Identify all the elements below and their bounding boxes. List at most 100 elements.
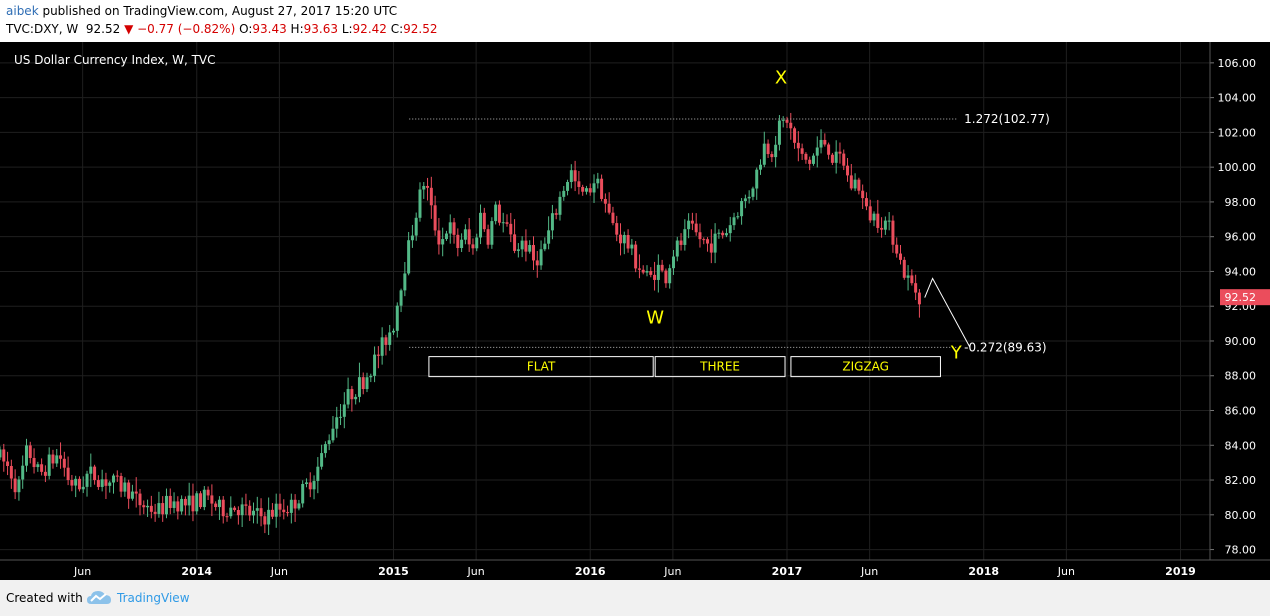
candle-body bbox=[414, 217, 418, 236]
candle-body bbox=[43, 471, 47, 476]
candle-body bbox=[838, 151, 842, 154]
candle-body bbox=[123, 482, 127, 492]
candle-body bbox=[702, 239, 706, 241]
candle-body bbox=[240, 504, 244, 516]
candle-body bbox=[846, 165, 850, 176]
candle-body bbox=[819, 139, 823, 148]
candle-body bbox=[709, 243, 713, 253]
candle-body bbox=[607, 203, 611, 213]
candle-body bbox=[528, 245, 532, 252]
candle-body bbox=[441, 239, 445, 245]
candle-body bbox=[766, 143, 770, 155]
candle-body bbox=[864, 198, 868, 207]
candle-body bbox=[301, 483, 305, 504]
candle-body bbox=[270, 509, 274, 517]
symbol-label: TVC:DXY, W bbox=[6, 22, 79, 36]
candle-body bbox=[365, 377, 369, 390]
footer: Created with TradingView bbox=[0, 580, 1270, 616]
candle-body bbox=[724, 233, 728, 236]
candle-body bbox=[584, 188, 588, 192]
candle-body bbox=[687, 220, 691, 230]
candle-body bbox=[906, 275, 910, 278]
candle-body bbox=[429, 187, 433, 206]
candle-body bbox=[732, 217, 736, 226]
candle-body bbox=[471, 244, 475, 249]
candle-body bbox=[66, 467, 70, 481]
candle-body bbox=[675, 240, 679, 257]
candle-body bbox=[868, 206, 872, 221]
y-tick-label: 106.00 bbox=[1218, 57, 1257, 70]
candle-body bbox=[252, 510, 256, 516]
candle-body bbox=[781, 119, 785, 121]
tradingview-brand-link[interactable]: TradingView bbox=[117, 591, 190, 605]
candle-body bbox=[100, 479, 104, 487]
candle-body bbox=[902, 259, 906, 278]
candle-body bbox=[210, 495, 214, 504]
candle-body bbox=[592, 183, 596, 193]
candle-body bbox=[653, 274, 657, 280]
candle-body bbox=[539, 249, 543, 266]
candle-body bbox=[36, 464, 40, 468]
y-tick-label: 98.00 bbox=[1225, 196, 1257, 209]
candle-body bbox=[554, 213, 558, 215]
candle-body bbox=[418, 189, 422, 218]
author-link[interactable]: aibek bbox=[6, 4, 39, 18]
x-tick-label: Jun bbox=[663, 565, 681, 578]
open-label: O: bbox=[239, 22, 253, 36]
candle-body bbox=[312, 480, 316, 490]
publish-line: aibek published on TradingView.com, Augu… bbox=[6, 4, 397, 18]
candle-body bbox=[320, 453, 324, 467]
candle-body bbox=[59, 455, 63, 459]
y-tick-label: 86.00 bbox=[1225, 405, 1257, 418]
candle-body bbox=[89, 466, 93, 474]
candle-body bbox=[233, 507, 237, 510]
candle-body bbox=[558, 196, 562, 215]
candle-body bbox=[513, 234, 517, 251]
candle-body bbox=[759, 164, 763, 170]
candle-body bbox=[755, 169, 759, 189]
y-tick-label: 84.00 bbox=[1225, 439, 1257, 452]
candle-body bbox=[180, 498, 184, 512]
candle-body bbox=[736, 216, 740, 218]
candle-body bbox=[830, 154, 834, 163]
candle-body bbox=[645, 271, 649, 273]
candle-body bbox=[622, 235, 626, 244]
candle-body bbox=[615, 223, 619, 235]
candle-body bbox=[327, 440, 331, 445]
chart-header: aibek published on TradingView.com, Augu… bbox=[0, 0, 1270, 42]
candle-body bbox=[21, 465, 25, 480]
candle-body bbox=[910, 275, 914, 284]
tradingview-cloud-icon[interactable] bbox=[86, 589, 112, 607]
candle-body bbox=[146, 505, 150, 508]
candle-body bbox=[217, 499, 221, 508]
candle-body bbox=[153, 511, 157, 514]
y-tick-label: 78.00 bbox=[1225, 544, 1257, 557]
candle-body bbox=[221, 499, 225, 517]
last-price-badge-label: 92.52 bbox=[1225, 291, 1257, 304]
y-tick-label: 90.00 bbox=[1225, 335, 1257, 348]
candle-body bbox=[603, 198, 607, 204]
close-label: C: bbox=[390, 22, 404, 36]
candle-body bbox=[342, 404, 346, 417]
candle-body bbox=[104, 479, 108, 486]
price-chart[interactable]: 106.00 104.00 102.00 100.00 98.00 96.00 94.00 9… bbox=[0, 42, 1270, 580]
candle-body bbox=[482, 212, 486, 230]
candle-body bbox=[70, 480, 74, 486]
candle-body bbox=[376, 354, 380, 356]
chart-title: US Dollar Currency Index, W, TVC bbox=[14, 53, 216, 67]
candle-body bbox=[77, 478, 81, 490]
chart-area[interactable]: 106.00 104.00 102.00 100.00 98.00 96.00 94.00 9… bbox=[0, 42, 1270, 580]
close-value: 92.52 bbox=[403, 22, 438, 36]
candle-body bbox=[520, 240, 524, 250]
pattern-box bbox=[654, 356, 786, 378]
candle-body bbox=[811, 155, 815, 164]
candle-body bbox=[683, 229, 687, 245]
candle-body bbox=[255, 508, 259, 511]
candle-body bbox=[316, 466, 320, 481]
candle-body bbox=[543, 243, 547, 250]
candle-body bbox=[740, 201, 744, 217]
pattern-box bbox=[790, 356, 941, 378]
y-tick-label: 100.00 bbox=[1218, 161, 1257, 174]
candle-body bbox=[214, 503, 218, 508]
candle-body bbox=[880, 227, 884, 230]
